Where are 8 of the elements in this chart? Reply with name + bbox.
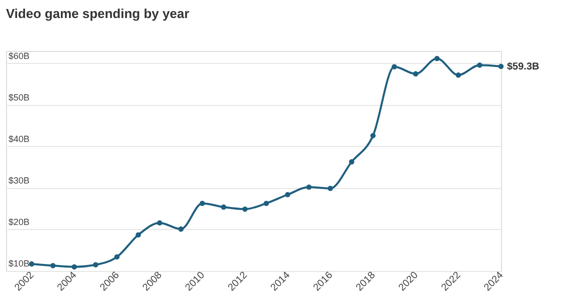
chart-title: Video game spending by year <box>6 6 190 21</box>
y-tick-label: $10B <box>8 258 30 268</box>
y-tick-label: $30B <box>8 175 30 186</box>
annotation: $59.3B <box>507 61 540 72</box>
y-tick-label: $60B <box>8 50 30 61</box>
y-tick-label: $20B <box>8 216 30 227</box>
y-tick-label: $40B <box>8 134 30 144</box>
y-tick-label: $50B <box>8 92 30 102</box>
